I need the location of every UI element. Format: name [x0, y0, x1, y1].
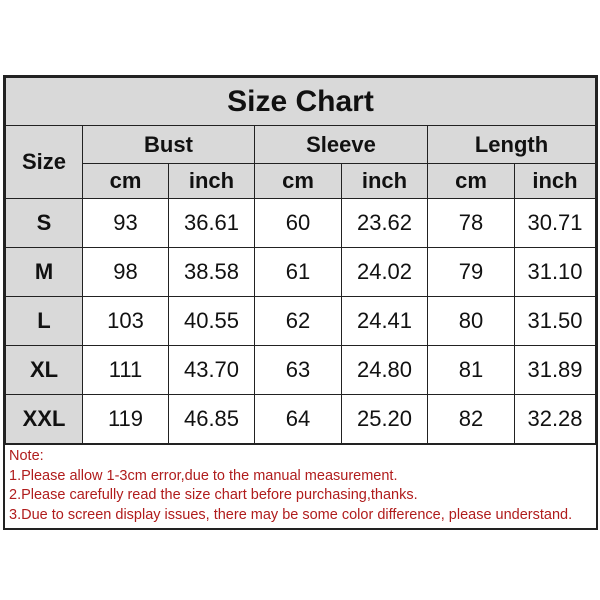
value-cell: 82 [427, 394, 515, 444]
size-cell: XL [5, 345, 83, 395]
value-cell: 111 [82, 345, 169, 395]
bust-header: Bust [82, 125, 255, 164]
value-cell: 36.61 [168, 198, 255, 248]
notes-heading: Note: [9, 448, 44, 464]
size-cell: S [5, 198, 83, 248]
size-table: Size Chart Size Bust Sleeve Length cm in… [5, 77, 596, 444]
unit-header: cm [254, 163, 342, 199]
value-cell: 119 [82, 394, 169, 444]
size-cell: M [5, 247, 83, 297]
value-cell: 46.85 [168, 394, 255, 444]
note-item: 2.Please carefully read the size chart b… [9, 487, 418, 503]
value-cell: 31.10 [514, 247, 596, 297]
value-cell: 81 [427, 345, 515, 395]
length-header: Length [427, 125, 596, 164]
value-cell: 31.89 [514, 345, 596, 395]
value-cell: 23.62 [341, 198, 428, 248]
value-cell: 30.71 [514, 198, 596, 248]
value-cell: 25.20 [341, 394, 428, 444]
value-cell: 98 [82, 247, 169, 297]
value-cell: 24.41 [341, 296, 428, 346]
table-row: M 98 38.58 61 24.02 79 31.10 [5, 247, 596, 297]
value-cell: 24.02 [341, 247, 428, 297]
note-item: 1.Please allow 1-3cm error,due to the ma… [9, 467, 398, 484]
size-cell: XXL [5, 394, 83, 444]
value-cell: 103 [82, 296, 169, 346]
value-cell: 63 [254, 345, 342, 395]
table-row: XL 111 43.70 63 24.80 81 31.89 [5, 345, 596, 395]
value-cell: 40.55 [168, 296, 255, 346]
value-cell: 79 [427, 247, 515, 297]
value-cell: 78 [427, 198, 515, 248]
value-cell: 31.50 [514, 296, 596, 346]
value-cell: 43.70 [168, 345, 255, 395]
size-chart: Size Chart Size Bust Sleeve Length cm in… [3, 75, 598, 530]
unit-header: inch [341, 163, 428, 199]
unit-header: cm [82, 163, 169, 199]
value-cell: 38.58 [168, 247, 255, 297]
note-item: 3.Due to screen display issues, there ma… [9, 506, 573, 523]
notes: Note: 1.Please allow 1-3cm error,due to … [5, 444, 596, 528]
size-header: Size [5, 125, 83, 199]
table-row: L 103 40.55 62 24.41 80 31.50 [5, 296, 596, 346]
table-row: XXL 119 46.85 64 25.20 82 32.28 [5, 394, 596, 444]
value-cell: 80 [427, 296, 515, 346]
value-cell: 24.80 [341, 345, 428, 395]
value-cell: 60 [254, 198, 342, 248]
table-row: S 93 36.61 60 23.62 78 30.71 [5, 198, 596, 248]
value-cell: 62 [254, 296, 342, 346]
unit-header: inch [168, 163, 255, 199]
sleeve-header: Sleeve [254, 125, 428, 164]
value-cell: 64 [254, 394, 342, 444]
value-cell: 93 [82, 198, 169, 248]
value-cell: 32.28 [514, 394, 596, 444]
chart-title: Size Chart [5, 77, 596, 126]
size-cell: L [5, 296, 83, 346]
unit-header: inch [514, 163, 596, 199]
unit-header: cm [427, 163, 515, 199]
value-cell: 61 [254, 247, 342, 297]
